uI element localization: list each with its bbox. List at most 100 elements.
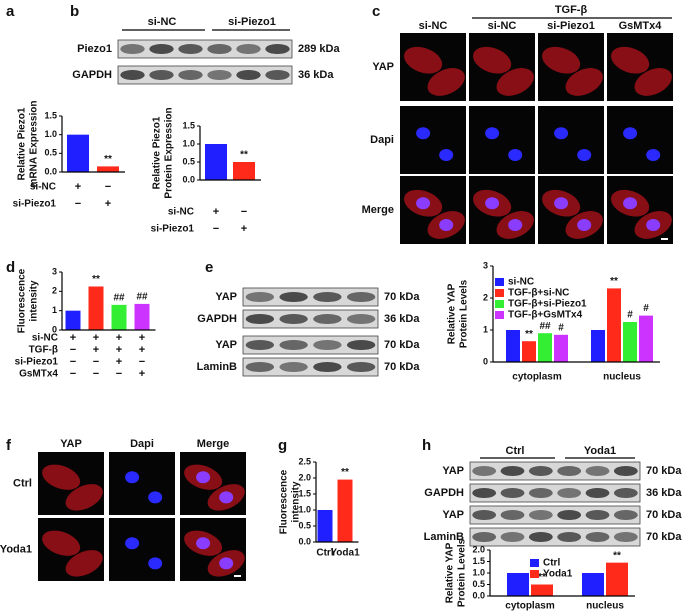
blot-band — [500, 509, 525, 521]
bar — [582, 573, 604, 596]
y-label-line: mRNA Expression — [29, 101, 40, 188]
y-label: Relative Piezo1 Protein Expression — [152, 107, 175, 198]
blot-band — [149, 43, 174, 55]
condition-mark: + — [105, 198, 111, 210]
dapi-stain — [219, 491, 234, 504]
legend-label: TGF-β+si-Piezo1 — [508, 299, 587, 310]
blot-size: 36 kDa — [384, 313, 420, 325]
bar — [67, 134, 89, 172]
y-tick-label: 1.5 — [298, 488, 311, 498]
blot-band — [207, 43, 232, 55]
y-tick-label: 0.5 — [44, 148, 57, 158]
blot-size: 70 kDa — [384, 361, 420, 373]
y-tick-label: 0 — [52, 324, 57, 334]
condition-mark: − — [70, 356, 76, 368]
condition-label: GsMTx4 — [19, 369, 58, 380]
blot-size: 36 kDa — [298, 69, 334, 81]
panel-label: f — [6, 437, 12, 454]
blot-band — [613, 531, 638, 543]
micrograph-column: Merge — [197, 438, 229, 450]
blot-band — [279, 339, 308, 351]
condition-mark: + — [139, 332, 145, 344]
blot-band — [245, 291, 275, 303]
legend-swatch — [495, 289, 504, 297]
blot-size: 70 kDa — [646, 509, 682, 521]
blot-strip — [242, 309, 379, 329]
blot-size: 70 kDa — [384, 339, 420, 351]
bar — [506, 330, 520, 362]
blot-band — [585, 509, 610, 521]
yap-stain — [42, 530, 81, 556]
blot-row-label: GAPDH — [72, 69, 112, 81]
y-tick-label: 0.0 — [472, 590, 485, 600]
y-tick-label: 3 — [483, 260, 488, 270]
bar — [134, 303, 150, 330]
dapi-stain — [416, 127, 431, 140]
blot-band — [557, 531, 582, 543]
condition-mark: − — [93, 356, 99, 368]
dapi-stain — [508, 218, 523, 231]
condition-label: si-Piezo1 — [15, 357, 59, 368]
blot-band — [528, 509, 553, 521]
blot-size: 289 kDa — [298, 43, 340, 55]
x-tick-label: nucleus — [586, 601, 624, 612]
y-tick-label: 1.5 — [182, 120, 195, 130]
blot-band — [279, 291, 308, 303]
bar — [591, 330, 605, 362]
blot-size: 70 kDa — [646, 531, 682, 543]
significance: ** — [92, 274, 100, 285]
bar — [507, 573, 529, 596]
blot-band — [472, 531, 497, 543]
y-tick-label: 3 — [52, 266, 57, 276]
blot-band — [557, 509, 582, 521]
bar — [88, 286, 104, 330]
y-label-line: Relative YAP — [447, 283, 458, 344]
micrograph — [607, 106, 673, 174]
blot-band — [149, 69, 174, 81]
micrograph — [469, 106, 535, 174]
condition-label: TGF-β — [29, 345, 58, 356]
y-label-line: Protein Expression — [164, 107, 175, 198]
blot-band — [279, 313, 308, 325]
bar — [538, 333, 552, 362]
blot-group: si-NC — [148, 16, 177, 28]
y-label-line: Relative Piezo1 — [152, 116, 163, 189]
significance: ** — [341, 467, 349, 478]
significance: ## — [136, 292, 148, 303]
micrograph — [538, 106, 604, 174]
micrograph-column: si-NC — [488, 20, 517, 32]
dapi-stain — [554, 127, 569, 140]
blot-row-label: YAP — [215, 291, 237, 303]
panel-label: d — [6, 259, 15, 276]
y-tick-label: 1 — [483, 324, 488, 334]
blot-band — [346, 361, 376, 373]
significance: ** — [538, 572, 546, 583]
condition-mark: + — [116, 332, 122, 344]
micrograph-row: YAP — [372, 61, 394, 73]
y-label-line: Fluorescence — [17, 268, 28, 333]
bar — [554, 334, 568, 362]
micrograph-row: Ctrl — [13, 477, 32, 489]
y-tick-label: 0.5 — [472, 579, 485, 589]
dapi-stain — [577, 218, 592, 231]
condition-mark: − — [93, 368, 99, 380]
blot-row-label: YAP — [442, 465, 464, 477]
y-tick-label: 0.5 — [298, 520, 311, 530]
y-tick-label: 1.5 — [44, 110, 57, 120]
blot-band — [207, 69, 232, 81]
blot-size: 70 kDa — [646, 465, 682, 477]
y-tick-label: 0.5 — [182, 156, 195, 166]
y-tick-label: 2.0 — [298, 472, 311, 482]
blot-row-label: YAP — [442, 509, 464, 521]
significance: ** — [610, 276, 618, 287]
blot-band — [120, 43, 145, 55]
blot-band — [313, 313, 342, 325]
yap-stain — [404, 46, 443, 74]
panel-label: a — [6, 3, 15, 20]
condition-mark: + — [116, 344, 122, 356]
y-tick-label: 1.0 — [182, 138, 195, 148]
y-tick-label: 1 — [52, 305, 57, 315]
significance: ** — [525, 329, 533, 340]
blot-band — [585, 465, 610, 477]
condition-mark: + — [213, 206, 219, 218]
